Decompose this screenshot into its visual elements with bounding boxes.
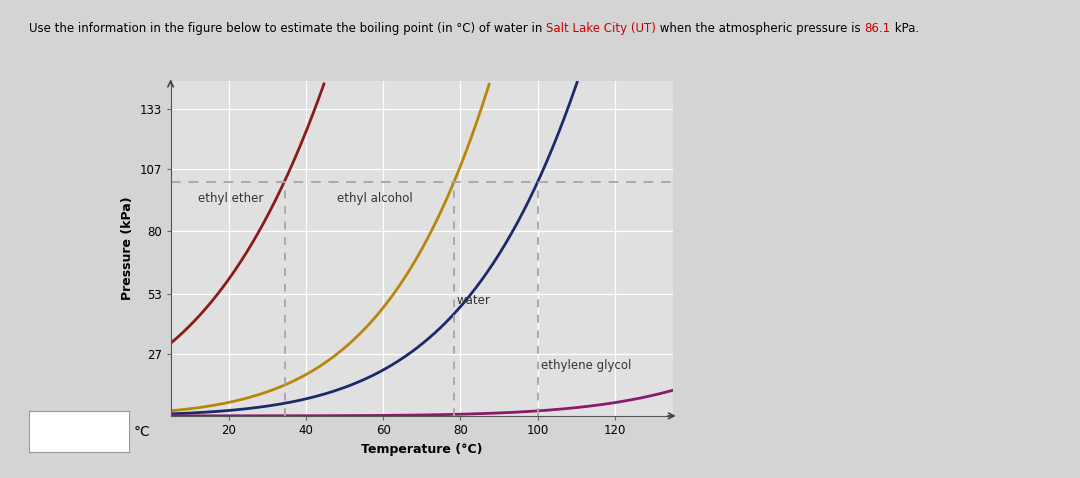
Text: ethyl ether: ethyl ether xyxy=(198,193,264,206)
Y-axis label: Pressure (kPa): Pressure (kPa) xyxy=(121,197,134,300)
Text: when the atmospheric pressure is: when the atmospheric pressure is xyxy=(657,22,864,34)
Text: Salt Lake City (UT): Salt Lake City (UT) xyxy=(546,22,657,34)
Text: ethylene glycol: ethylene glycol xyxy=(541,358,632,371)
Text: kPa.: kPa. xyxy=(891,22,919,34)
Text: 86.1: 86.1 xyxy=(864,22,891,34)
Text: Use the information in the figure below to estimate the boiling point (in °C) of: Use the information in the figure below … xyxy=(29,22,546,34)
Text: ethyl alcohol: ethyl alcohol xyxy=(337,193,413,206)
Text: water: water xyxy=(457,294,490,307)
X-axis label: Temperature (°C): Temperature (°C) xyxy=(361,443,483,456)
Text: °C: °C xyxy=(134,424,151,439)
